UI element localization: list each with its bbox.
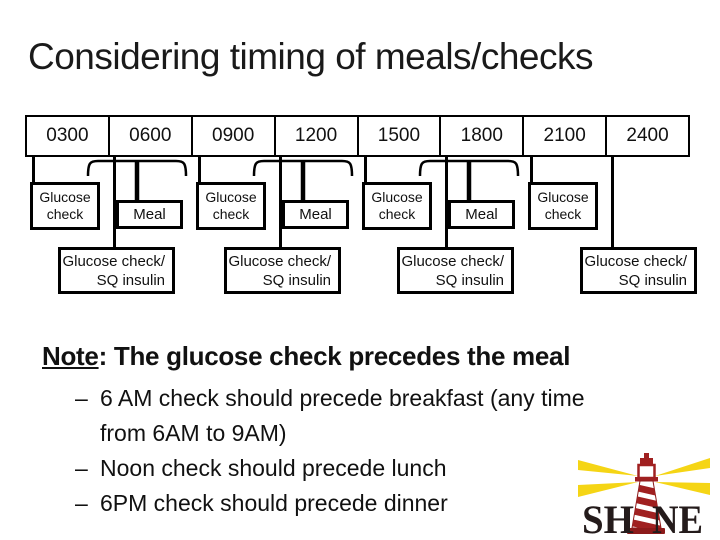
connector-line [198, 155, 201, 184]
glucose-check-label: Glucose [537, 189, 589, 205]
time-cell-2400: 2400 [626, 125, 669, 146]
bullet-line: –6 AM check should precede breakfast (an… [75, 381, 675, 416]
connector-line [279, 155, 282, 248]
sq-insulin-label: SQ insulin [262, 271, 331, 289]
note-word: Note [42, 341, 99, 371]
sq-insulin-label: SQ insulin [435, 271, 504, 289]
glucose-sq-insulin-box: Glucose check/ SQ insulin [580, 247, 697, 294]
bullet-dash: – [75, 455, 88, 481]
glucose-check-label: Glucose [205, 189, 257, 205]
bullet-text: from 6AM to 9AM) [100, 420, 287, 446]
meal-label: Meal [299, 206, 332, 223]
glucose-check-box: Glucose check [362, 182, 432, 230]
time-cell-0600: 0600 [110, 117, 193, 155]
bullet-line: –6PM check should precede dinner [75, 486, 675, 521]
glucose-check-box: Glucose check [528, 182, 598, 230]
bullet-text: 6 AM check should precede breakfast (any… [100, 385, 585, 411]
bullet-line: from 6AM to 9AM) [75, 416, 675, 451]
note-heading: Note: The glucose check precedes the mea… [42, 341, 570, 372]
bullet-text: Noon check should precede lunch [100, 455, 447, 481]
connector-line [364, 155, 367, 184]
bullet-text: 6PM check should precede dinner [100, 490, 448, 516]
sq-insulin-label: Glucose check/ [62, 252, 165, 270]
meal-label: Meal [133, 206, 166, 223]
bullet-line: – Noon check should precede lunch [75, 451, 675, 486]
connector-line [113, 155, 116, 248]
logo-text-sh: SH [582, 497, 634, 538]
lighthouse-icon [627, 453, 665, 534]
note-bullets: –6 AM check should precede breakfast (an… [75, 381, 675, 521]
sq-insulin-label: Glucose check/ [584, 252, 687, 270]
glucose-check-label: check [544, 206, 582, 222]
sq-insulin-label: SQ insulin [618, 271, 687, 289]
slide-title: Considering timing of meals/checks [28, 36, 593, 77]
lighthouse-beams-icon [578, 458, 710, 497]
glucose-check-label: Glucose [39, 189, 91, 205]
meal-label: Meal [465, 206, 498, 223]
time-cell-1800: 1800 [441, 117, 525, 155]
glucose-check-box: Glucose check [196, 182, 266, 230]
note-text: : The glucose check precedes the meal [98, 341, 571, 371]
bullet-dash: – [75, 490, 88, 516]
glucose-sq-insulin-box: Glucose check/ SQ insulin [224, 247, 341, 294]
meal-box: Meal [282, 200, 349, 229]
time-cell-0300: 0300 [27, 117, 110, 155]
sq-insulin-label: Glucose check/ [228, 252, 331, 270]
glucose-sq-insulin-box: Glucose check/ SQ insulin [397, 247, 514, 294]
shine-logo: SH NE [578, 453, 710, 538]
glucose-check-box: Glucose check [30, 182, 100, 230]
sq-insulin-label: Glucose check/ [401, 252, 504, 270]
time-cell-2100: 2100 [524, 117, 608, 155]
time-cell-1500: 1500 [359, 117, 442, 155]
meal-box: Meal [116, 200, 183, 229]
connector-line [530, 155, 533, 184]
bullet-dash: – [75, 385, 88, 411]
glucose-check-label: Glucose [371, 189, 423, 205]
meal-box: Meal [448, 200, 515, 229]
meal-brace [86, 159, 520, 201]
connector-line [445, 155, 448, 248]
glucose-sq-insulin-box: Glucose check/ SQ insulin [58, 247, 175, 294]
glucose-check-label: check [378, 206, 416, 222]
time-cell-1200: 1200 [276, 117, 359, 155]
time-cell-0900: 0900 [193, 117, 276, 155]
connector-line [32, 155, 35, 184]
glucose-check-label: check [212, 206, 250, 222]
connector-line [611, 155, 614, 248]
timeline-bar: 0300 0600 0900 1200 1500 1800 2100 2400 [25, 115, 690, 157]
logo-text-ne: NE [652, 497, 703, 538]
sq-insulin-label: SQ insulin [96, 271, 165, 289]
glucose-check-label: check [46, 206, 84, 222]
